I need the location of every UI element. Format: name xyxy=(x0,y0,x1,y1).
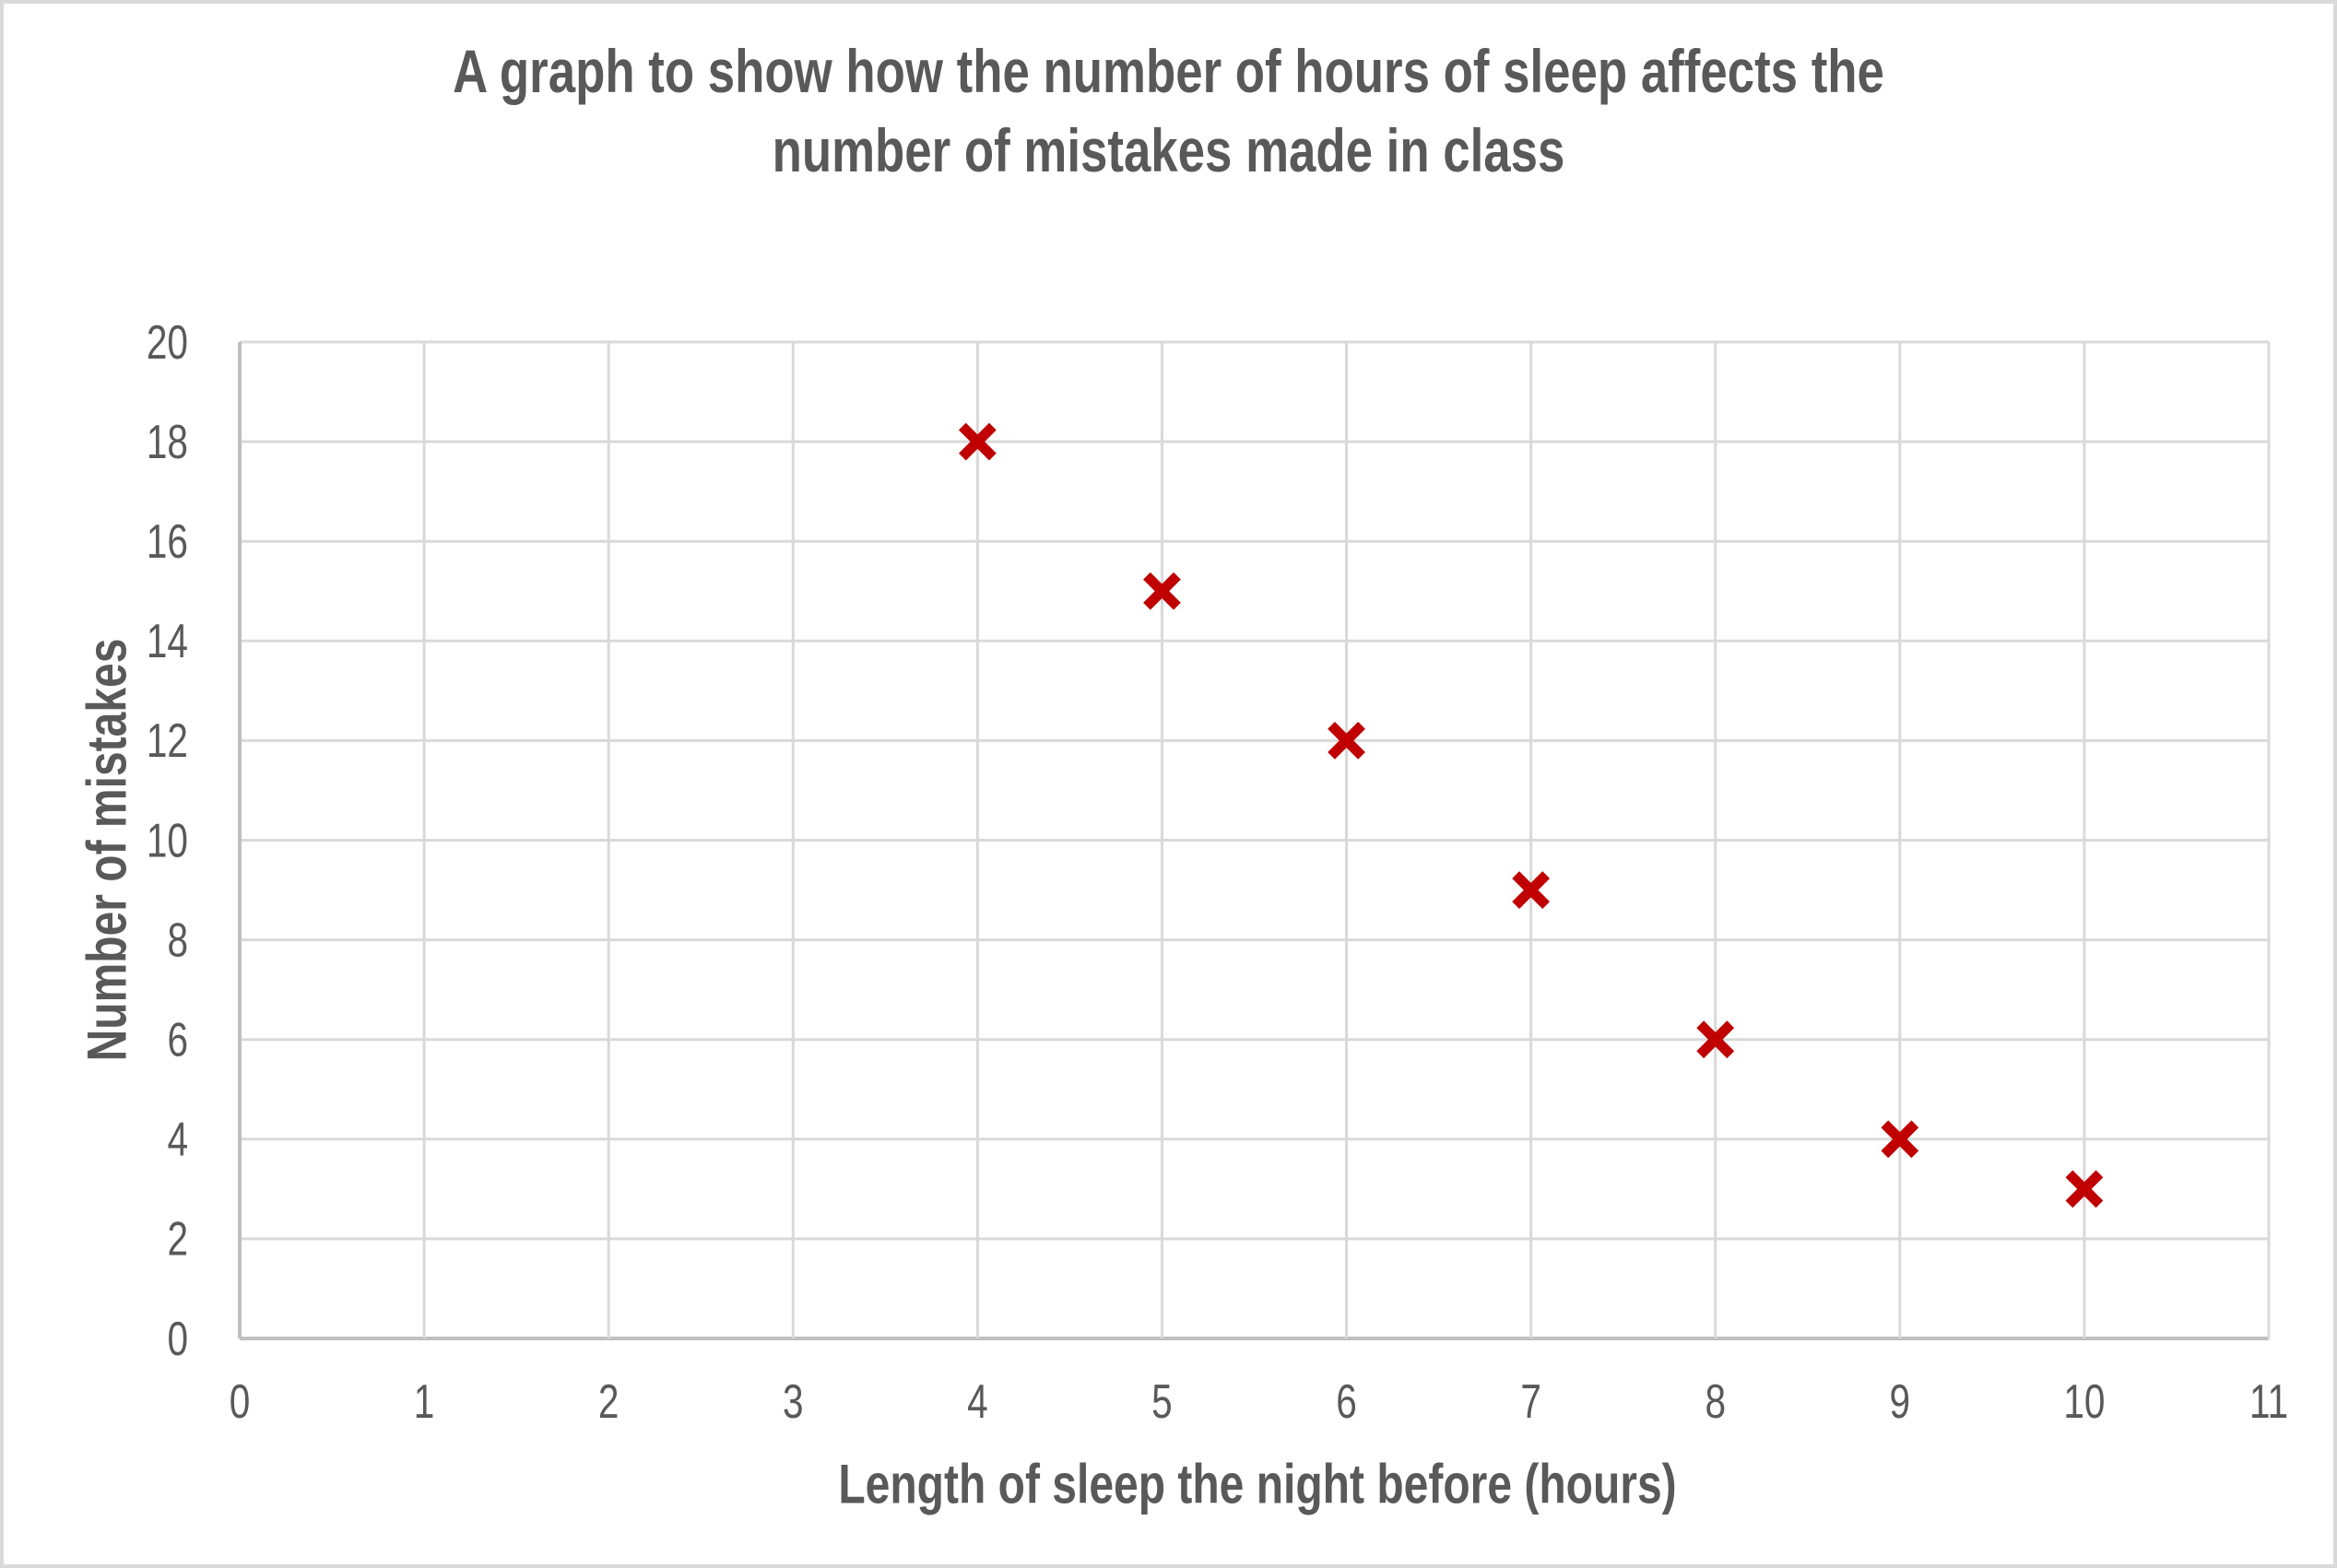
y-tick-label: 18 xyxy=(147,415,188,468)
x-tick-group: 11 xyxy=(2249,1374,2288,1428)
data-point-marker xyxy=(2065,1170,2104,1208)
y-tick-group: 16 xyxy=(147,514,188,568)
x-tick-group: 8 xyxy=(1705,1374,1726,1428)
x-tick-group: 3 xyxy=(783,1374,804,1428)
y-tick-group: 2 xyxy=(167,1212,188,1266)
chart-title: A graph to show how the number of hours … xyxy=(237,31,2101,190)
x-tick-label: 9 xyxy=(1890,1374,1911,1428)
x-tick-group: 4 xyxy=(967,1374,988,1428)
x-tick-label: 0 xyxy=(230,1374,251,1428)
x-tick-label: 2 xyxy=(598,1374,620,1428)
x-tick-group: 9 xyxy=(1890,1374,1911,1428)
y-tick-group: 4 xyxy=(167,1113,188,1166)
x-axis-title: Length of sleep the night before (hours) xyxy=(838,1453,1677,1515)
x-tick-label: 11 xyxy=(2249,1374,2288,1428)
x-tick-label: 10 xyxy=(2063,1374,2105,1428)
y-tick-label: 16 xyxy=(147,514,188,568)
y-tick-label: 6 xyxy=(167,1013,188,1067)
x-tick-group: 6 xyxy=(1336,1374,1357,1428)
x-tick-group: 2 xyxy=(598,1374,620,1428)
y-axis-title: Number of mistakes xyxy=(76,638,138,1062)
x-tick-label: 3 xyxy=(783,1374,804,1428)
y-tick-group: 18 xyxy=(147,415,188,468)
chart-title-line-1: A graph to show how the number of hours … xyxy=(453,37,1884,105)
y-tick-label: 0 xyxy=(167,1312,188,1365)
x-tick-label: 7 xyxy=(1520,1374,1541,1428)
x-tick-label: 1 xyxy=(414,1374,435,1428)
y-tick-group: 8 xyxy=(167,914,188,967)
x-tick-group: 10 xyxy=(2063,1374,2105,1428)
x-tick-label: 8 xyxy=(1705,1374,1726,1428)
y-tick-group: 12 xyxy=(147,713,188,767)
y-tick-label: 10 xyxy=(147,814,188,867)
x-tick-label: 4 xyxy=(967,1374,988,1428)
data-point-marker xyxy=(1881,1120,1919,1159)
y-tick-group: 10 xyxy=(147,814,188,867)
y-tick-group: 6 xyxy=(167,1013,188,1067)
y-tick-label: 20 xyxy=(147,315,188,369)
data-point-marker xyxy=(958,422,997,461)
y-tick-label: 14 xyxy=(147,614,188,667)
data-point-marker xyxy=(1512,871,1551,909)
data-point-marker xyxy=(1143,572,1181,610)
x-tick-label: 6 xyxy=(1336,1374,1357,1428)
x-tick-group: 0 xyxy=(230,1374,251,1428)
x-tick-label: 5 xyxy=(1151,1374,1173,1428)
x-tick-group: 5 xyxy=(1151,1374,1173,1428)
chart-title-line-2: number of mistakes made in class xyxy=(772,116,1565,184)
y-tick-label: 4 xyxy=(167,1113,188,1166)
y-tick-label: 8 xyxy=(167,914,188,967)
y-tick-label: 2 xyxy=(167,1212,188,1266)
y-tick-group: 14 xyxy=(147,614,188,667)
data-point-marker xyxy=(1696,1020,1735,1059)
y-tick-group: 0 xyxy=(167,1312,188,1365)
x-tick-group: 1 xyxy=(414,1374,435,1428)
y-tick-group: 20 xyxy=(147,315,188,369)
x-tick-group: 7 xyxy=(1520,1374,1541,1428)
y-tick-label: 12 xyxy=(147,713,188,767)
data-point-marker xyxy=(1328,722,1365,760)
